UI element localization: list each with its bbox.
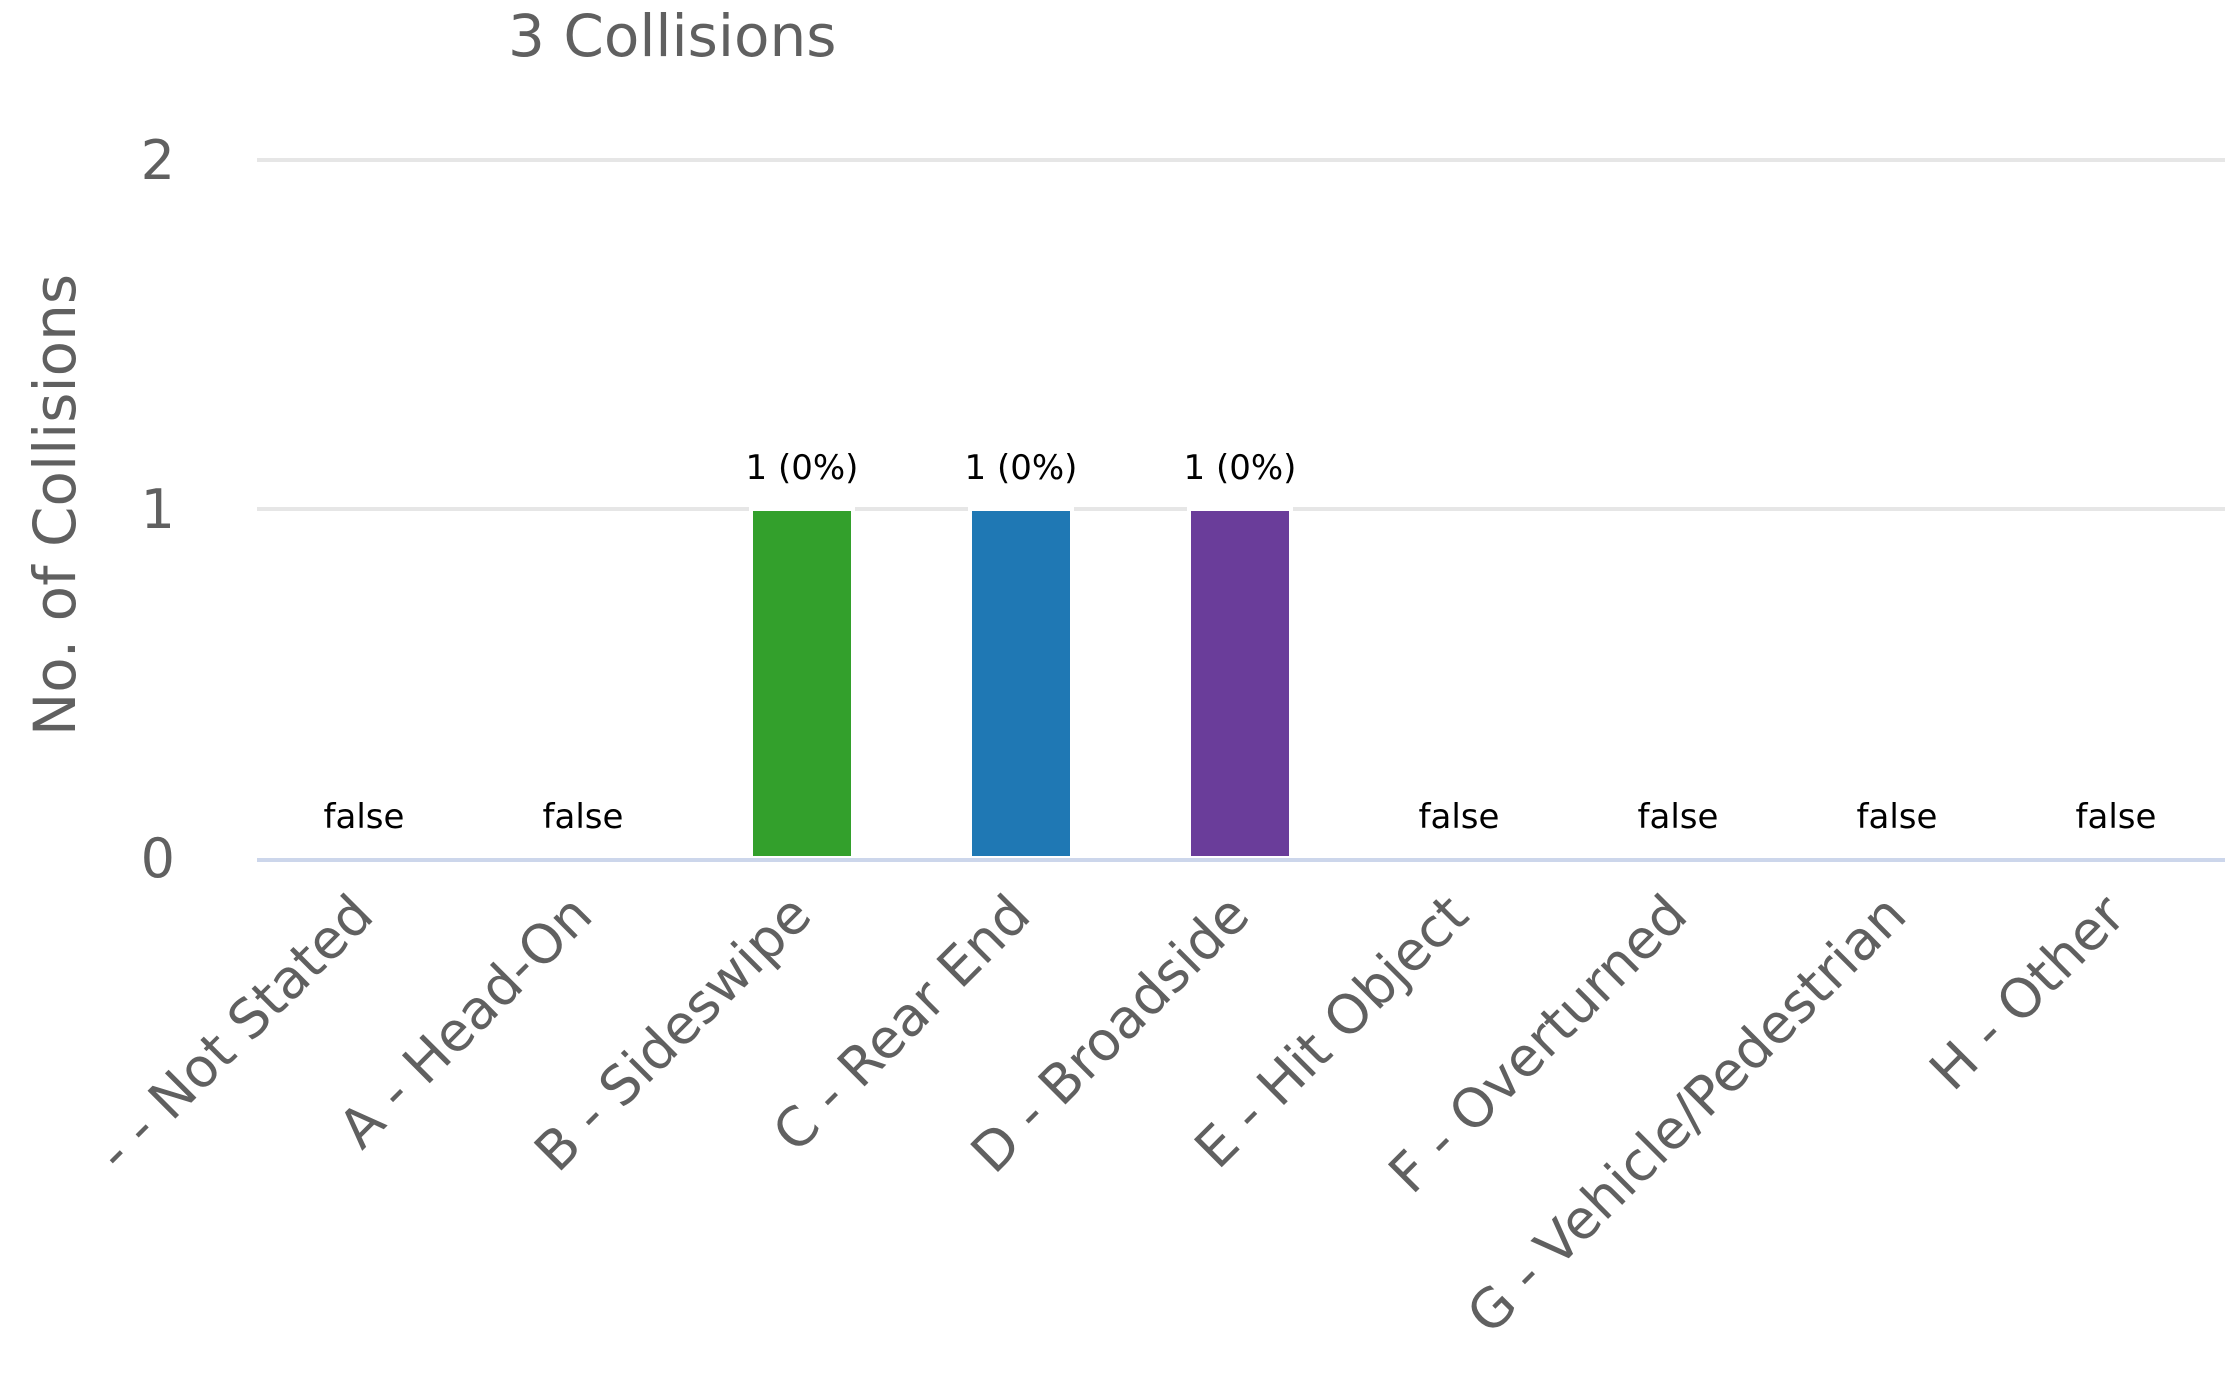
y-tick-label: 1	[141, 478, 175, 541]
data-label: false	[1857, 797, 1938, 837]
x-tick-label: H - Other	[1917, 882, 2137, 1102]
bar	[749, 507, 855, 860]
y-tick-label: 2	[141, 129, 175, 192]
data-label: 1 (0%)	[746, 448, 859, 488]
x-tick-label: - - Not Stated	[84, 883, 385, 1184]
bar	[968, 507, 1074, 860]
x-tick-label: G - Vehicle/Pedestrian	[1455, 883, 1918, 1346]
chart-title: 3 Collisions	[508, 2, 836, 70]
data-label: false	[1419, 797, 1500, 837]
data-label: false	[543, 797, 624, 837]
bars	[749, 507, 1293, 860]
data-labels: false false 1 (0%) 1 (0%) 1 (0%) false false fa…	[324, 448, 2157, 837]
y-axis-label: No. of Collisions	[21, 274, 89, 736]
data-label: false	[324, 797, 405, 837]
bar	[1187, 507, 1293, 860]
data-label: 1 (0%)	[1184, 448, 1297, 488]
data-label: false	[1638, 797, 1719, 837]
data-label: 1 (0%)	[965, 448, 1078, 488]
y-axis-ticks: 0 1 2	[141, 129, 175, 890]
y-tick-label: 0	[141, 827, 175, 890]
data-label: false	[2076, 797, 2157, 837]
